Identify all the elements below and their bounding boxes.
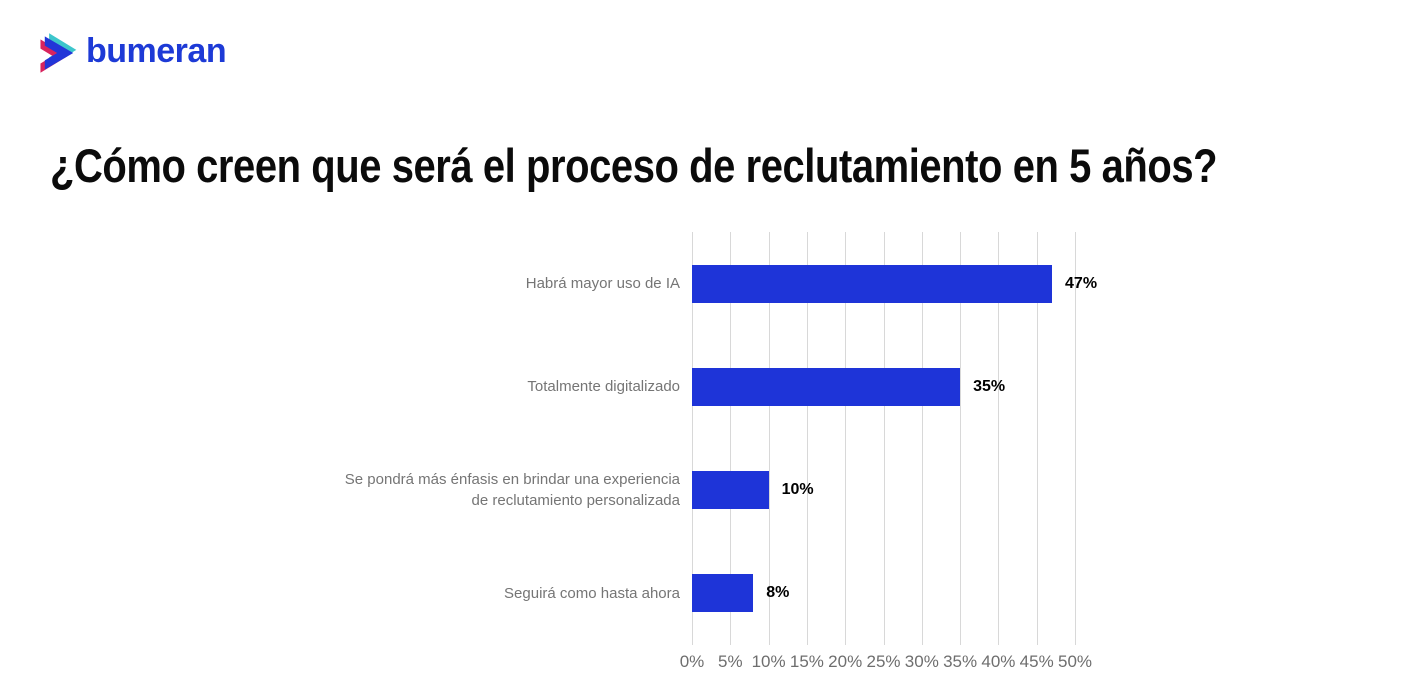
- x-tick-label: 10%: [751, 652, 786, 671]
- bumeran-logo-icon: [40, 33, 77, 73]
- gridline: [998, 232, 1000, 645]
- gridline: [845, 232, 847, 645]
- bar-row: Totalmente digitalizado 35%: [324, 335, 1324, 438]
- bar: [692, 471, 769, 510]
- chart-rows: Habrá mayor uso de IA 47% Totalmente digit…: [324, 232, 1324, 645]
- bar-area: 10%: [692, 471, 1324, 510]
- x-tick-label: 15%: [789, 652, 824, 671]
- gridline: [1075, 232, 1076, 645]
- gridline: [921, 232, 923, 645]
- page-title: ¿Cómo creen que será el proceso de reclu…: [50, 139, 1218, 192]
- bar-area: 8%: [692, 574, 1324, 613]
- gridline: [768, 232, 770, 645]
- gridline: [883, 232, 885, 645]
- bar: [692, 367, 961, 406]
- x-tick-label: 20%: [828, 652, 863, 671]
- x-tick-label: 25%: [866, 652, 901, 671]
- category-label: Totalmente digitalizado: [527, 378, 680, 396]
- category-label: Habrá mayor uso de IA: [525, 275, 680, 293]
- bar-row: Habrá mayor uso de IA 47%: [324, 232, 1324, 335]
- gridline: [730, 232, 732, 645]
- bar: [692, 264, 1053, 303]
- bumeran-logo: bumeran: [38, 32, 227, 74]
- x-tick-label: 45%: [1019, 652, 1054, 671]
- x-tick-label: 35%: [943, 652, 978, 671]
- x-axis: 0% 5% 10% 15% 20% 25% 30% 35% 40% 45% 50%: [680, 652, 1092, 674]
- bar-row: Seguirá como hasta ahora 8%: [324, 542, 1324, 645]
- x-tick-label: 40%: [981, 652, 1016, 671]
- value-label: 47%: [1065, 274, 1098, 292]
- chart-gridlines: [692, 232, 1076, 645]
- gridline: [806, 232, 808, 645]
- category-label: Seguirá como hasta ahora: [504, 584, 680, 602]
- category-label: Se pondrá más énfasis en brindar una exp…: [344, 471, 680, 510]
- value-label: 35%: [973, 377, 1006, 395]
- x-tick-label: 0%: [679, 652, 705, 671]
- bar-row: Se pondrá más énfasis en brindar una exp…: [324, 439, 1324, 542]
- bumeran-logo-text: bumeran: [86, 32, 227, 70]
- bar-area: 47%: [692, 264, 1324, 303]
- gridline: [1036, 232, 1038, 645]
- gridline: [692, 232, 693, 645]
- x-tick-label: 30%: [904, 652, 939, 671]
- bar: [692, 574, 754, 613]
- bar-area: 35%: [692, 367, 1324, 406]
- gridline: [960, 232, 962, 645]
- value-label: 10%: [781, 481, 814, 499]
- value-label: 8%: [766, 584, 790, 602]
- x-tick-label: 50%: [1057, 652, 1093, 671]
- x-tick-label: 5%: [718, 652, 743, 671]
